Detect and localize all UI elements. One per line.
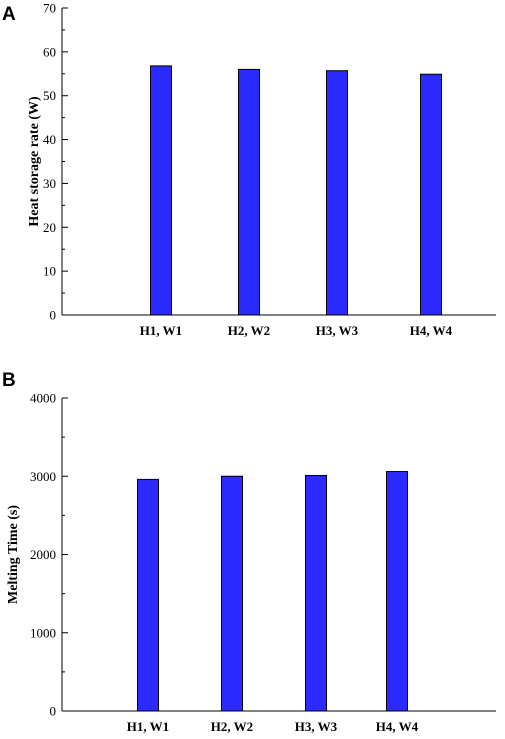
bar-h1-w1: [137, 478, 159, 712]
x-tick-label: H2, W2: [228, 323, 270, 338]
y-tick-label: 30: [43, 176, 56, 191]
y-tick-label: 1000: [30, 625, 56, 640]
panel-letter: A: [2, 4, 16, 25]
x-tick-label: H3, W3: [316, 323, 359, 338]
y-tick-label: 3000: [30, 469, 56, 484]
y-tick-label: 10: [43, 264, 56, 279]
bar-h2-w2: [238, 68, 260, 316]
y-axis-title: Heat storage rate (W): [27, 96, 42, 227]
x-tick-label: H4, W4: [410, 323, 453, 338]
panel-letter: B: [2, 370, 16, 391]
bar-h1-w1: [150, 65, 172, 316]
y-tick-label: 0: [50, 308, 57, 323]
x-tick-label: H1, W1: [127, 719, 169, 734]
bar-h3-w3: [326, 70, 348, 316]
bar-h2-w2: [221, 475, 243, 712]
bar-h4-w4: [420, 73, 442, 316]
y-axis-title: Melting Time (s): [6, 505, 21, 604]
y-tick-label: 0: [50, 704, 57, 719]
x-tick-label: H3, W3: [295, 719, 338, 734]
y-tick-label: 70: [43, 1, 56, 16]
bar-h3-w3: [305, 474, 327, 712]
y-tick-label: 20: [43, 220, 56, 235]
x-tick-label: H4, W4: [376, 719, 419, 734]
y-tick-label: 50: [43, 88, 56, 103]
y-tick-label: 4000: [30, 391, 56, 406]
y-tick-label: 40: [43, 132, 56, 147]
y-tick-label: 2000: [30, 547, 56, 562]
bar-h4-w4: [386, 471, 408, 712]
x-tick-label: H1, W1: [140, 323, 182, 338]
y-tick-label: 60: [43, 44, 56, 59]
x-tick-label: H2, W2: [211, 719, 253, 734]
